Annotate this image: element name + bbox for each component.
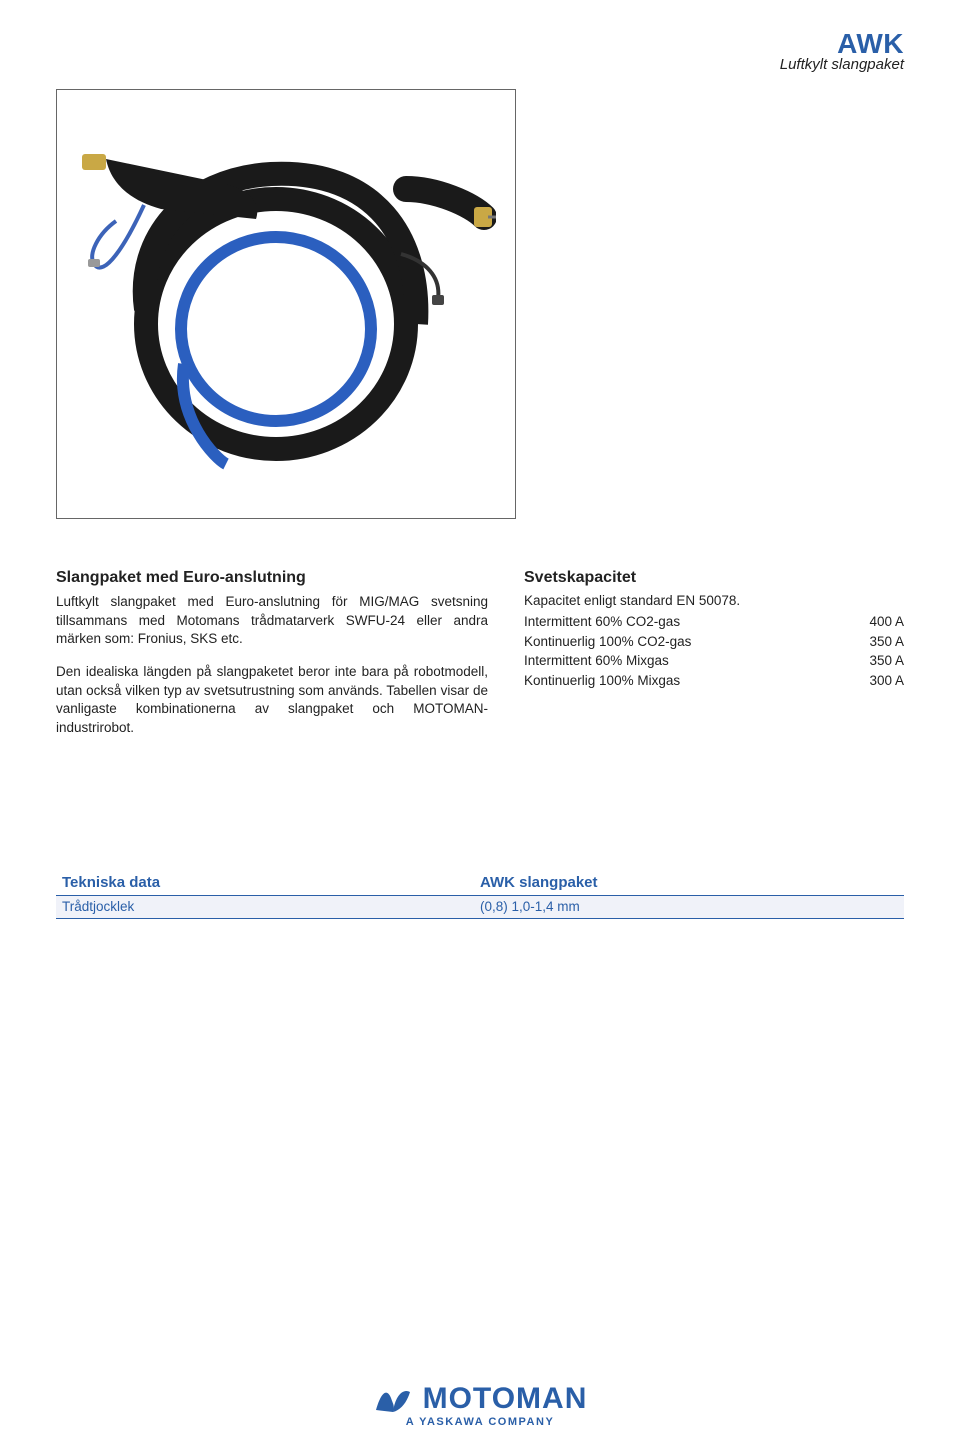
table-header-left: Tekniska data	[62, 874, 480, 891]
capacity-row: Intermittent 60% Mixgas 350 A	[524, 651, 904, 671]
header-subtitle: Luftkylt slangpaket	[56, 56, 904, 73]
capacity-list: Intermittent 60% CO2-gas400 AKontinuerli…	[524, 612, 904, 690]
table-header-row: Tekniska data AWK slangpaket	[56, 871, 904, 896]
capacity-value: 400 A	[869, 612, 904, 632]
capacity-label: Intermittent 60% CO2-gas	[524, 612, 680, 632]
capacity-value: 350 A	[869, 651, 904, 671]
footer-tagline: A YASKAWA COMPANY	[406, 1416, 555, 1428]
motoman-mark-icon	[373, 1382, 413, 1416]
right-section-subtitle: Kapacitet enligt standard EN 50078.	[524, 593, 904, 608]
capacity-label: Kontinuerlig 100% Mixgas	[524, 671, 680, 691]
content-columns: Slangpaket med Euro-anslutning Luftkylt …	[56, 569, 904, 751]
technical-data-table: Tekniska data AWK slangpaket Trådtjockle…	[56, 871, 904, 919]
capacity-label: Intermittent 60% Mixgas	[524, 651, 669, 671]
capacity-label: Kontinuerlig 100% CO2-gas	[524, 632, 691, 652]
table-cell-right: (0,8) 1,0-1,4 mm	[480, 899, 898, 914]
right-section-title: Svetskapacitet	[524, 569, 904, 587]
footer-logo-text-wrap: MOTOMAN	[423, 1382, 588, 1416]
capacity-value: 300 A	[869, 671, 904, 691]
table-header-right: AWK slangpaket	[480, 874, 898, 891]
footer-logo: MOTOMAN	[373, 1382, 588, 1416]
page-header: AWK Luftkylt slangpaket	[56, 28, 904, 73]
left-section-title: Slangpaket med Euro-anslutning	[56, 569, 488, 587]
table-row: Trådtjocklek(0,8) 1,0-1,4 mm	[56, 896, 904, 919]
footer: MOTOMAN A YASKAWA COMPANY	[0, 1382, 960, 1428]
column-left: Slangpaket med Euro-anslutning Luftkylt …	[56, 569, 488, 751]
column-right: Svetskapacitet Kapacitet enligt standard…	[524, 569, 904, 751]
table-body: Trådtjocklek(0,8) 1,0-1,4 mm	[56, 896, 904, 919]
left-paragraph-2: Den idealiska längden på slangpaketet be…	[56, 663, 488, 738]
product-image-frame	[56, 89, 516, 519]
capacity-value: 350 A	[869, 632, 904, 652]
table-cell-left: Trådtjocklek	[62, 899, 480, 914]
left-paragraph-1: Luftkylt slangpaket med Euro-anslutning …	[56, 593, 488, 649]
product-hose-illustration	[76, 109, 496, 499]
capacity-row: Kontinuerlig 100% CO2-gas 350 A	[524, 632, 904, 652]
capacity-row: Intermittent 60% CO2-gas 400 A	[524, 612, 904, 632]
footer-brand-text: MOTOMAN	[423, 1382, 588, 1416]
capacity-row: Kontinuerlig 100% Mixgas 300 A	[524, 671, 904, 691]
